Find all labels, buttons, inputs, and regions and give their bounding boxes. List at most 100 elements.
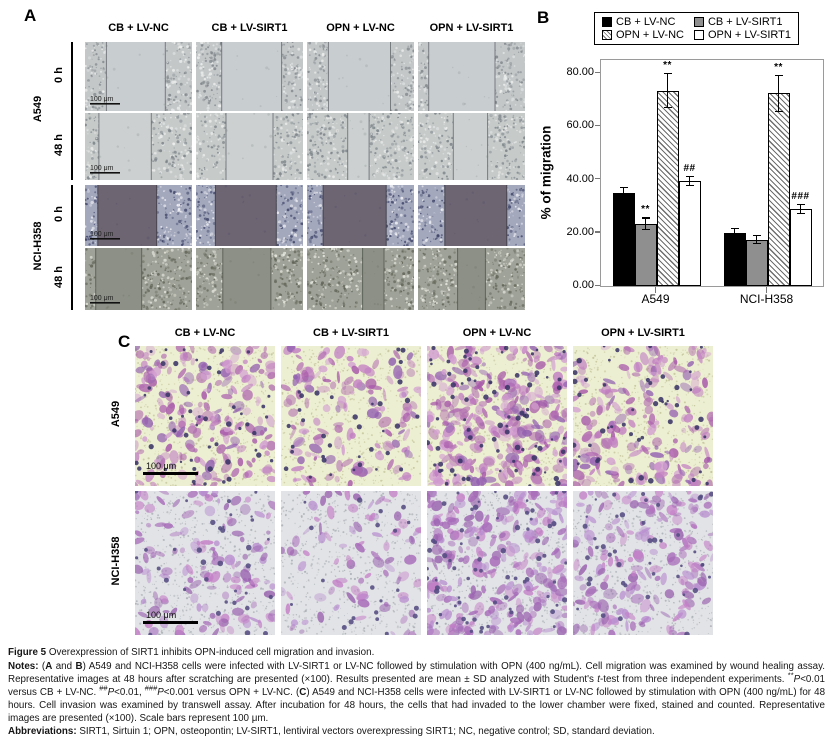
error-bar-a549-opn-lv-nc <box>666 73 669 108</box>
error-bar-a549-cb-lv-sirt1 <box>644 217 647 230</box>
bar-nci-h358-cb-lv-sirt1 <box>745 239 768 286</box>
bar-nci-h358-cb-lv-nc <box>723 232 746 286</box>
error-cap-top-a549-opn-lv-nc <box>663 73 672 75</box>
error-cap-bottom-nci-h358-cb-lv-sirt1 <box>752 243 761 245</box>
caption-text-segment: ### <box>144 683 158 693</box>
chart-plot-area: ** ** ## ** ### <box>600 59 824 287</box>
caption-text-segment: ) A549 and NCI-H358 cells were infected … <box>8 661 825 685</box>
y-tick-label-20: 20.00 <box>566 225 594 238</box>
caption-text-segment: -test from three independent experiments… <box>600 674 788 685</box>
panel-c-column-header-opn-lv-nc: OPN + LV-NC <box>462 327 532 339</box>
micrograph-a-nci-h358-0-h-opn-lv-sirt1 <box>418 185 525 246</box>
caption-text-segment: ** <box>787 670 794 680</box>
significance-a549-opn-lv-nc: ** <box>663 60 672 72</box>
error-bar-nci-h358-cb-lv-sirt1 <box>755 235 758 244</box>
panel-c-label: C <box>118 332 131 351</box>
caption-text-segment: <0.001 versus OPN + LV-NC. ( <box>163 687 300 698</box>
panel-c-column-header-cb-lv-sirt1: CB + LV-SIRT1 <box>313 327 389 339</box>
panel-a-column-header-opn-lv-nc: OPN + LV-NC <box>326 22 395 34</box>
x-category-label-a549: A549 <box>641 292 670 306</box>
figure-caption: Figure 5 Overexpression of SIRT1 inhibit… <box>8 646 825 738</box>
micrograph-a-a549-48-h-cb-lv-sirt1 <box>196 113 303 180</box>
micrograph-a-nci-h358-0-h-cb-lv-nc: 100 μm <box>85 185 192 246</box>
panel-a-label: A <box>24 6 37 25</box>
error-bar-nci-h358-opn-lv-nc <box>777 74 780 112</box>
micrograph-c-a549-opn-lv-sirt1 <box>573 346 713 486</box>
panel-a-time-label-1: 48 h <box>53 133 65 156</box>
caption-text-segment: B <box>75 661 83 672</box>
y-tick-label-40: 40.00 <box>566 172 594 185</box>
error-bar-a549-cb-lv-nc <box>622 186 625 199</box>
micrograph-c-nci-h358-opn-lv-sirt1 <box>573 491 713 635</box>
micrograph-a-nci-h358-48-h-opn-lv-nc <box>307 248 414 310</box>
micrograph-a-nci-h358-48-h-opn-lv-sirt1 <box>418 248 525 310</box>
y-tick-label-80: 80.00 <box>566 66 594 79</box>
caption-title: Figure 5 Overexpression of SIRT1 inhibit… <box>8 646 825 659</box>
panel-c-column-header-cb-lv-nc: CB + LV-NC <box>174 327 236 339</box>
micrograph-a-a549-0-h-cb-lv-nc: 100 μm <box>85 42 192 111</box>
caption-text-segment: Figure 5 <box>8 647 49 658</box>
caption-text-segment: ) A549 and NCI-H358 cells were infected … <box>8 687 826 724</box>
micrograph-c-nci-h358-cb-lv-sirt1 <box>281 491 421 635</box>
svg-text:100 μm: 100 μm <box>90 165 114 172</box>
error-cap-top-nci-h358-opn-lv-nc <box>774 74 783 76</box>
caption-text-segment: A <box>45 661 53 672</box>
significance-nci-h358-opn-lv-sirt1: ### <box>791 191 810 203</box>
error-cap-top-nci-h358-opn-lv-sirt1 <box>796 204 805 206</box>
error-bar-a549-opn-lv-sirt1 <box>688 176 691 186</box>
error-cap-top-nci-h358-cb-lv-nc <box>730 228 739 230</box>
caption-text-segment: ( <box>38 661 46 672</box>
error-cap-bottom-nci-h358-opn-lv-nc <box>774 110 783 112</box>
micrograph-a-a549-0-h-opn-lv-nc <box>307 42 414 111</box>
error-bar-nci-h358-opn-lv-sirt1 <box>799 204 802 214</box>
legend-item-opn-lv-sirt1: OPN + LV-SIRT1 <box>693 29 792 41</box>
error-cap-bottom-a549-cb-lv-sirt1 <box>641 228 650 230</box>
legend-item-opn-lv-nc: OPN + LV-NC <box>602 29 684 41</box>
legend-swatch-opn-lv-sirt1 <box>693 30 704 40</box>
panel-a-bracket-line-a549 <box>71 42 73 180</box>
legend-swatch-cb-lv-nc <box>602 17 612 27</box>
error-cap-bottom-nci-h358-opn-lv-sirt1 <box>796 212 805 214</box>
caption-text-segment: P <box>793 674 801 685</box>
caption-text-segment: and <box>52 661 76 672</box>
legend-label-opn-lv-sirt1: OPN + LV-SIRT1 <box>707 29 792 41</box>
micrograph-a-nci-h358-48-h-cb-lv-sirt1 <box>196 248 303 310</box>
caption-text-segment: t <box>597 674 600 685</box>
bar-a549-cb-lv-sirt1 <box>634 223 657 286</box>
caption-text-segment: Overexpression of SIRT1 inhibits OPN-ind… <box>48 647 375 658</box>
legend-label-opn-lv-nc: OPN + LV-NC <box>616 29 684 41</box>
micrograph-a-a549-48-h-opn-lv-nc <box>307 113 414 180</box>
x-tick-mark-nci-h358 <box>766 287 768 293</box>
panel-c-column-header-opn-lv-sirt1: OPN + LV-SIRT1 <box>601 327 685 339</box>
error-cap-top-a549-cb-lv-sirt1 <box>641 217 650 219</box>
panel-c-row-label-a549: A549 <box>110 400 122 428</box>
significance-a549-cb-lv-sirt1: ** <box>641 204 650 216</box>
y-tick-label-60: 60.00 <box>566 119 594 132</box>
legend-item-cb-lv-sirt1: CB + LV-SIRT1 <box>693 16 791 28</box>
panel-a-bracket-line-nci-h358 <box>71 185 73 310</box>
panel-b-label: B <box>537 8 550 27</box>
caption-text-segment: P <box>107 687 115 698</box>
legend-swatch-cb-lv-sirt1 <box>693 17 704 27</box>
bar-a549-opn-lv-nc <box>656 90 679 286</box>
caption-abbreviations: Abbreviations: SIRT1, Sirtuin 1; OPN, os… <box>8 725 825 738</box>
significance-nci-h358-opn-lv-nc: ** <box>774 61 783 73</box>
caption-notes: Notes: (A and B) A549 and NCI-H358 cells… <box>8 660 825 725</box>
error-cap-bottom-a549-opn-lv-sirt1 <box>685 184 694 186</box>
legend-item-cb-lv-nc: CB + LV-NC <box>602 16 684 28</box>
panel-a-row-label-a549: A549 <box>32 95 44 123</box>
panel-a-column-header-cb-lv-nc: CB + LV-NC <box>108 22 169 34</box>
significance-a549-opn-lv-sirt1: ## <box>683 163 696 175</box>
y-tick-mark-20 <box>595 231 600 233</box>
svg-text:100 μm: 100 μm <box>90 231 114 238</box>
x-tick-mark-a549 <box>655 287 657 293</box>
y-tick-label-0: 0.00 <box>572 279 594 291</box>
bar-a549-opn-lv-sirt1 <box>678 181 701 286</box>
error-bar-nci-h358-cb-lv-nc <box>733 228 736 238</box>
chart-legend: CB + LV-NC CB + LV-SIRT1 OPN + LV-NC OPN + … <box>594 12 800 45</box>
error-cap-bottom-a549-opn-lv-nc <box>663 106 672 109</box>
micrograph-a-a549-0-h-opn-lv-sirt1 <box>418 42 525 111</box>
error-cap-top-a549-opn-lv-sirt1 <box>685 176 694 178</box>
caption-text-segment: Abbreviations: <box>8 726 77 737</box>
